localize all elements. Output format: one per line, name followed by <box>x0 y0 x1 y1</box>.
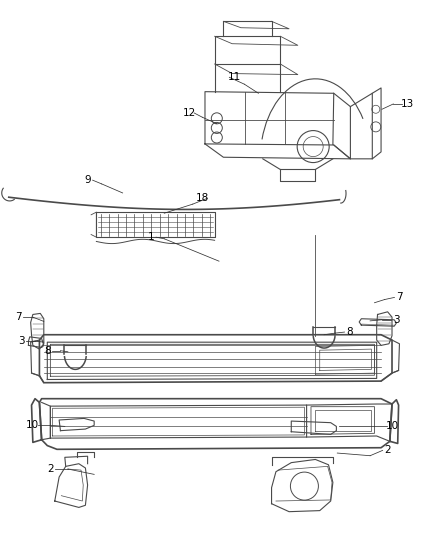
Text: 2: 2 <box>384 446 391 455</box>
Text: 13: 13 <box>401 99 414 109</box>
Text: 1: 1 <box>148 232 155 242</box>
Text: 12: 12 <box>183 108 196 118</box>
Text: 8: 8 <box>346 327 353 337</box>
Text: 10: 10 <box>385 422 399 431</box>
Text: 3: 3 <box>393 315 400 325</box>
Text: 7: 7 <box>15 312 22 322</box>
Text: 7: 7 <box>396 293 403 302</box>
Text: 10: 10 <box>26 421 39 430</box>
Text: 11: 11 <box>228 72 241 82</box>
Text: 2: 2 <box>47 464 54 474</box>
Text: 3: 3 <box>18 336 25 346</box>
Text: 8: 8 <box>44 346 51 356</box>
Text: 18: 18 <box>196 193 209 203</box>
Text: 9: 9 <box>84 175 91 185</box>
